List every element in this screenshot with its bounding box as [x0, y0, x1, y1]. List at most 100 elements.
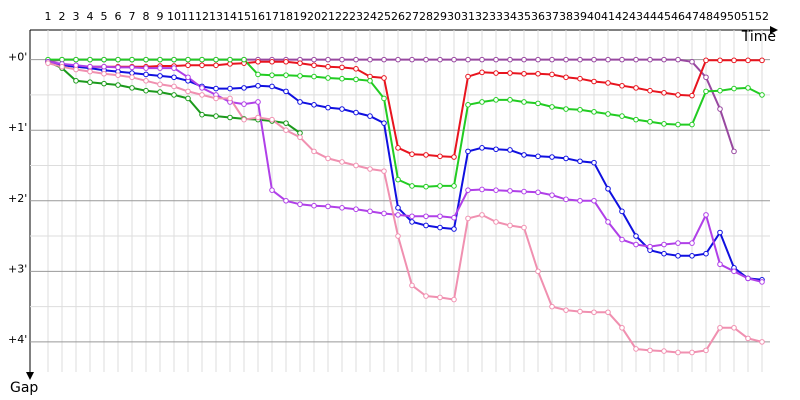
- point: [395, 233, 401, 239]
- x-tick-label: 12: [195, 10, 209, 23]
- point: [339, 64, 345, 71]
- point: [353, 162, 359, 169]
- point: [185, 74, 191, 81]
- point: [577, 75, 583, 82]
- x-tick-label: 3: [73, 10, 80, 23]
- point: [619, 56, 625, 63]
- point: [507, 222, 513, 229]
- point: [213, 56, 219, 63]
- point: [353, 56, 359, 63]
- point: [395, 145, 401, 151]
- point: [647, 87, 653, 94]
- point: [143, 78, 149, 84]
- point: [157, 73, 163, 79]
- x-tick-label: 23: [349, 10, 363, 23]
- point: [633, 346, 639, 352]
- point: [451, 183, 457, 189]
- point: [689, 58, 695, 65]
- point: [493, 97, 499, 103]
- point: [409, 56, 415, 63]
- point: [493, 219, 499, 225]
- point: [87, 68, 93, 75]
- point: [521, 188, 527, 195]
- point: [577, 158, 583, 165]
- point: [311, 62, 317, 69]
- point: [353, 76, 359, 83]
- point: [605, 185, 611, 192]
- point: [619, 208, 625, 215]
- point: [283, 72, 289, 78]
- point: [283, 197, 289, 204]
- x-tick-label: 1: [45, 10, 52, 23]
- point: [619, 236, 625, 243]
- point: [87, 79, 93, 86]
- point: [521, 224, 527, 231]
- point: [689, 349, 695, 356]
- point: [465, 101, 471, 108]
- series-line: [48, 58, 763, 188]
- point: [269, 187, 275, 193]
- x-tick-label: 16: [251, 10, 265, 23]
- point: [493, 70, 499, 76]
- point: [479, 99, 485, 105]
- x-tick-label: 47: [685, 10, 699, 23]
- point: [213, 85, 219, 92]
- x-tick-label: 14: [223, 10, 237, 23]
- point: [605, 309, 611, 316]
- point: [395, 212, 401, 218]
- point: [577, 197, 583, 204]
- point: [423, 183, 429, 190]
- point: [339, 159, 345, 165]
- point: [759, 339, 765, 345]
- point: [45, 60, 51, 66]
- point: [241, 56, 247, 63]
- point: [619, 113, 625, 119]
- point: [199, 111, 205, 118]
- x-tick-label: 13: [209, 10, 223, 23]
- point: [563, 196, 569, 203]
- point: [283, 88, 289, 95]
- point: [367, 56, 373, 63]
- point: [143, 56, 149, 63]
- point: [675, 121, 681, 128]
- x-axis-arrow: [770, 26, 778, 34]
- point: [115, 82, 121, 88]
- point: [423, 56, 429, 63]
- point: [409, 282, 415, 289]
- point: [549, 303, 555, 310]
- point: [535, 100, 541, 107]
- point: [549, 104, 555, 110]
- y-tick-label: +0': [8, 51, 27, 64]
- point: [325, 63, 331, 70]
- point: [745, 85, 751, 91]
- point: [437, 294, 443, 301]
- point: [283, 127, 289, 134]
- point: [731, 148, 737, 155]
- point: [675, 349, 681, 356]
- x-tick-label: 37: [545, 10, 559, 23]
- point: [423, 213, 429, 220]
- point: [409, 151, 415, 157]
- x-axis-title: Time: [741, 29, 776, 45]
- point: [605, 56, 611, 63]
- point: [171, 92, 177, 98]
- point: [115, 72, 121, 78]
- point: [157, 81, 163, 88]
- point: [353, 109, 359, 116]
- point: [381, 56, 387, 63]
- x-tick-label: 25: [377, 10, 391, 23]
- point: [255, 114, 261, 121]
- point: [339, 205, 345, 211]
- point: [381, 75, 387, 81]
- x-tick-label: 39: [573, 10, 587, 23]
- x-tick-label: 42: [615, 10, 629, 23]
- point: [675, 253, 681, 259]
- point: [535, 268, 541, 275]
- point: [353, 66, 359, 72]
- point: [745, 275, 751, 282]
- point: [563, 74, 569, 81]
- point: [465, 215, 471, 222]
- point: [381, 210, 387, 217]
- point: [577, 308, 583, 315]
- point: [255, 99, 261, 105]
